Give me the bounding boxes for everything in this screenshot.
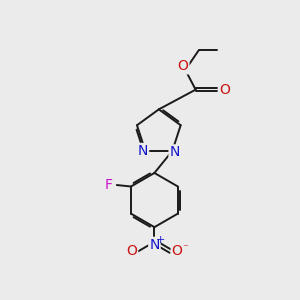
Text: O: O	[178, 59, 188, 74]
Text: O: O	[172, 244, 182, 258]
Text: O: O	[126, 244, 137, 258]
Text: N: N	[138, 144, 148, 158]
Text: +: +	[156, 235, 166, 244]
Text: ⁻: ⁻	[182, 243, 188, 253]
Text: N: N	[149, 238, 160, 252]
Text: N: N	[169, 146, 180, 159]
Text: F: F	[105, 178, 112, 192]
Text: O: O	[219, 82, 230, 97]
